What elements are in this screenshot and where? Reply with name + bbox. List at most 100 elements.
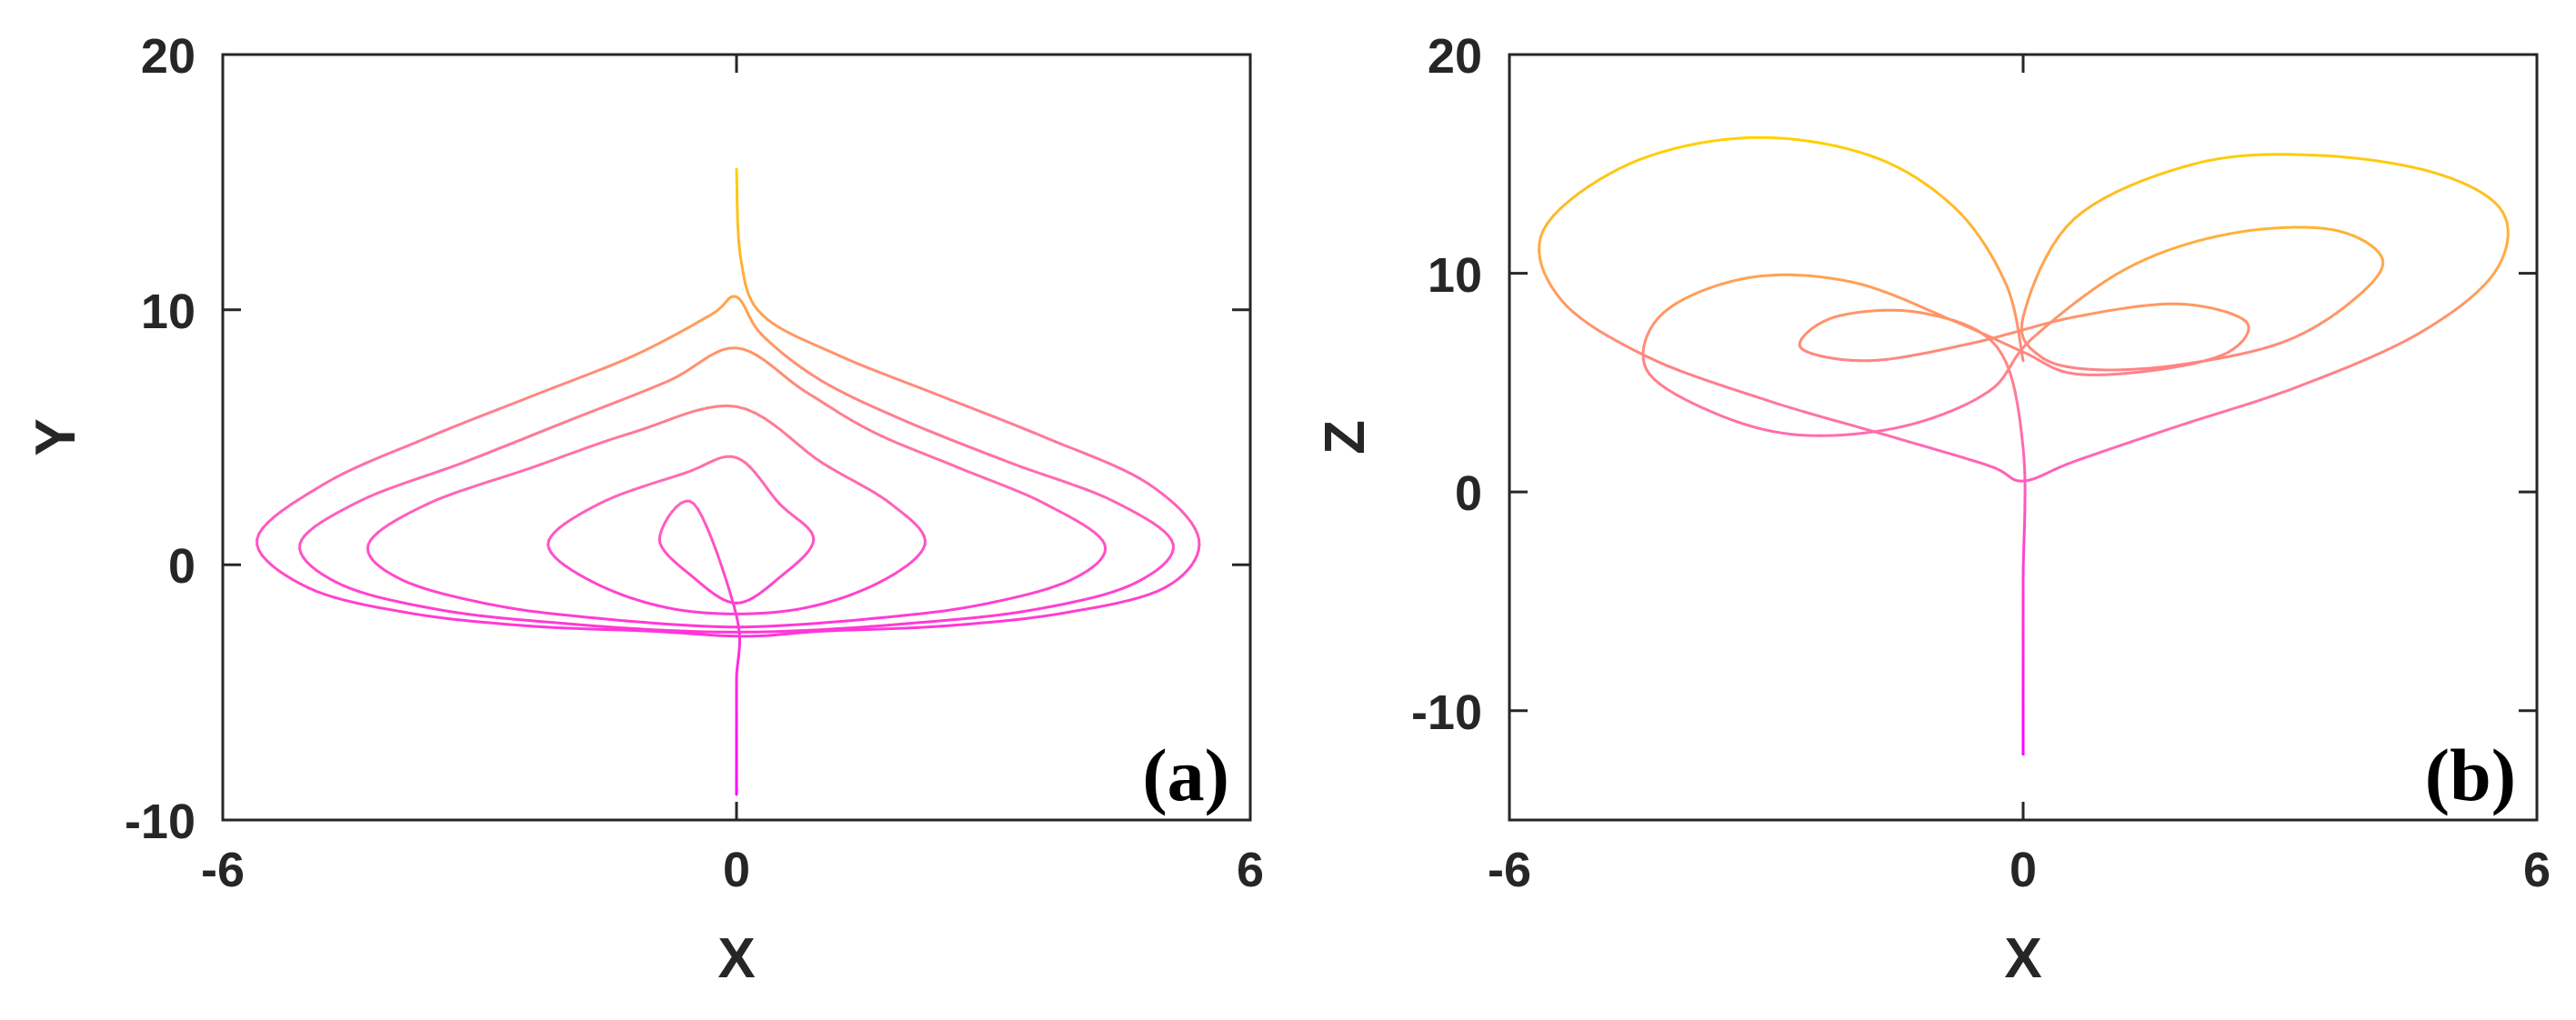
trajectory-segment bbox=[348, 586, 361, 594]
trajectory-segment bbox=[2363, 157, 2380, 163]
trajectory-segment bbox=[1033, 431, 1047, 439]
trajectory-segment bbox=[578, 627, 595, 631]
trajectory-segment bbox=[273, 509, 284, 519]
trajectory-segment bbox=[539, 459, 554, 466]
trajectory-segment bbox=[342, 504, 354, 511]
trajectory-segment bbox=[807, 370, 817, 378]
trajectory-segment bbox=[805, 604, 817, 609]
trajectory-segment bbox=[1002, 484, 1014, 491]
trajectory-segment bbox=[1697, 405, 1709, 412]
trajectory-segment bbox=[1984, 334, 1994, 343]
trajectory-segment bbox=[1019, 465, 1034, 473]
trajectory-segment bbox=[519, 466, 533, 474]
trajectory-segment bbox=[606, 399, 620, 407]
trajectory-segment bbox=[454, 487, 468, 495]
trajectory-segment bbox=[1111, 499, 1123, 507]
trajectory-segment bbox=[2026, 289, 2033, 302]
trajectory-segment bbox=[1729, 417, 1740, 425]
trajectory-segment bbox=[814, 602, 827, 607]
trajectory-segment bbox=[533, 428, 546, 436]
trajectory-segment bbox=[376, 487, 389, 495]
trajectory-segment bbox=[1847, 311, 1859, 315]
trajectory-segment bbox=[640, 482, 654, 488]
trajectory-segment bbox=[343, 598, 357, 605]
y-ticks-b bbox=[1509, 53, 2537, 713]
trajectory-segment bbox=[802, 338, 815, 345]
trajectory-segment bbox=[2187, 417, 2202, 425]
trajectory-segment bbox=[1160, 492, 1171, 501]
trajectory-segment bbox=[897, 442, 908, 448]
trajectory-segment bbox=[1907, 440, 1922, 447]
trajectory-segment bbox=[421, 605, 436, 611]
trajectory-segment bbox=[841, 593, 853, 600]
trajectory-segment bbox=[695, 406, 708, 412]
trajectory-segment bbox=[2148, 365, 2160, 370]
trajectory-segment bbox=[1060, 610, 1075, 615]
trajectory-segment bbox=[706, 526, 714, 542]
trajectory-segment bbox=[2073, 314, 2087, 319]
trajectory-segment bbox=[1094, 491, 1107, 499]
trajectory-segment bbox=[1655, 359, 1670, 368]
trajectory-segment bbox=[957, 441, 970, 448]
trajectory-segment bbox=[1996, 345, 2004, 356]
trajectory-segment bbox=[658, 336, 671, 345]
trajectory-segment bbox=[1789, 406, 1805, 413]
trajectory-segment bbox=[1930, 187, 1942, 196]
trajectory-segment bbox=[957, 466, 969, 474]
trajectory-segment bbox=[1936, 315, 1948, 320]
trajectory-segment bbox=[967, 445, 981, 453]
panel-a: 20 10 0 -10 -6 0 6 X Y (a) bbox=[25, 29, 1264, 990]
trajectory-segment bbox=[2441, 174, 2454, 181]
trajectory-segment bbox=[605, 495, 616, 502]
trajectory-segment bbox=[1941, 450, 1955, 456]
trajectory-segment bbox=[445, 491, 457, 498]
trajectory-segment bbox=[2270, 342, 2281, 348]
trajectory-segment bbox=[1672, 392, 1684, 400]
trajectory-segment bbox=[444, 609, 458, 615]
trajectory-segment bbox=[1745, 424, 1758, 429]
trajectory-segment bbox=[1087, 453, 1101, 461]
trajectory-segment bbox=[1957, 402, 1969, 410]
trajectory-segment bbox=[2120, 440, 2134, 447]
trajectory-segment bbox=[436, 427, 451, 435]
trajectory-segment bbox=[989, 619, 1005, 624]
trajectory-segment bbox=[384, 448, 398, 456]
trajectory-segment bbox=[529, 463, 543, 470]
trajectory-segment bbox=[1801, 410, 1817, 416]
trajectory-segment bbox=[2022, 458, 2027, 475]
trajectory-segment bbox=[1868, 154, 1881, 161]
trajectory-segment bbox=[1071, 607, 1087, 613]
trajectory-segment bbox=[811, 629, 824, 634]
trajectory-segment bbox=[680, 631, 693, 635]
trajectory-segment bbox=[1923, 182, 1934, 191]
trajectory-segment bbox=[916, 425, 929, 432]
trajectory-segment bbox=[326, 512, 337, 520]
trajectory-segment bbox=[820, 461, 832, 469]
trajectory-segment bbox=[735, 615, 740, 626]
trajectory-segment bbox=[626, 628, 642, 633]
trajectory-segment bbox=[866, 627, 881, 631]
trajectory-segment bbox=[931, 455, 944, 463]
trajectory-segment bbox=[350, 499, 362, 507]
trajectory-segment bbox=[2010, 299, 2016, 311]
trajectory-segment bbox=[306, 486, 318, 495]
trajectory-segment bbox=[1849, 424, 1865, 430]
trajectory-segment bbox=[918, 620, 934, 625]
trajectory-segment bbox=[930, 619, 946, 624]
trajectory-segment bbox=[2312, 154, 2329, 157]
trajectory-segment bbox=[2312, 225, 2325, 230]
trajectory-segment bbox=[965, 622, 980, 626]
trajectory-segment bbox=[418, 502, 430, 509]
trajectory-segment bbox=[2461, 296, 2472, 306]
trajectory-segment bbox=[662, 622, 676, 626]
trajectory-segment bbox=[2000, 331, 2015, 337]
trajectory-segment bbox=[948, 463, 961, 470]
trajectory-segment bbox=[1043, 502, 1054, 509]
trajectory-segment bbox=[421, 614, 436, 618]
trajectory-segment bbox=[2321, 226, 2333, 231]
trajectory-segment bbox=[1765, 398, 1780, 405]
trajectory-segment bbox=[1146, 482, 1157, 490]
trajectory-segment bbox=[1952, 453, 1966, 460]
trajectory-segment bbox=[1138, 476, 1149, 485]
trajectory-segment bbox=[2287, 335, 2299, 342]
